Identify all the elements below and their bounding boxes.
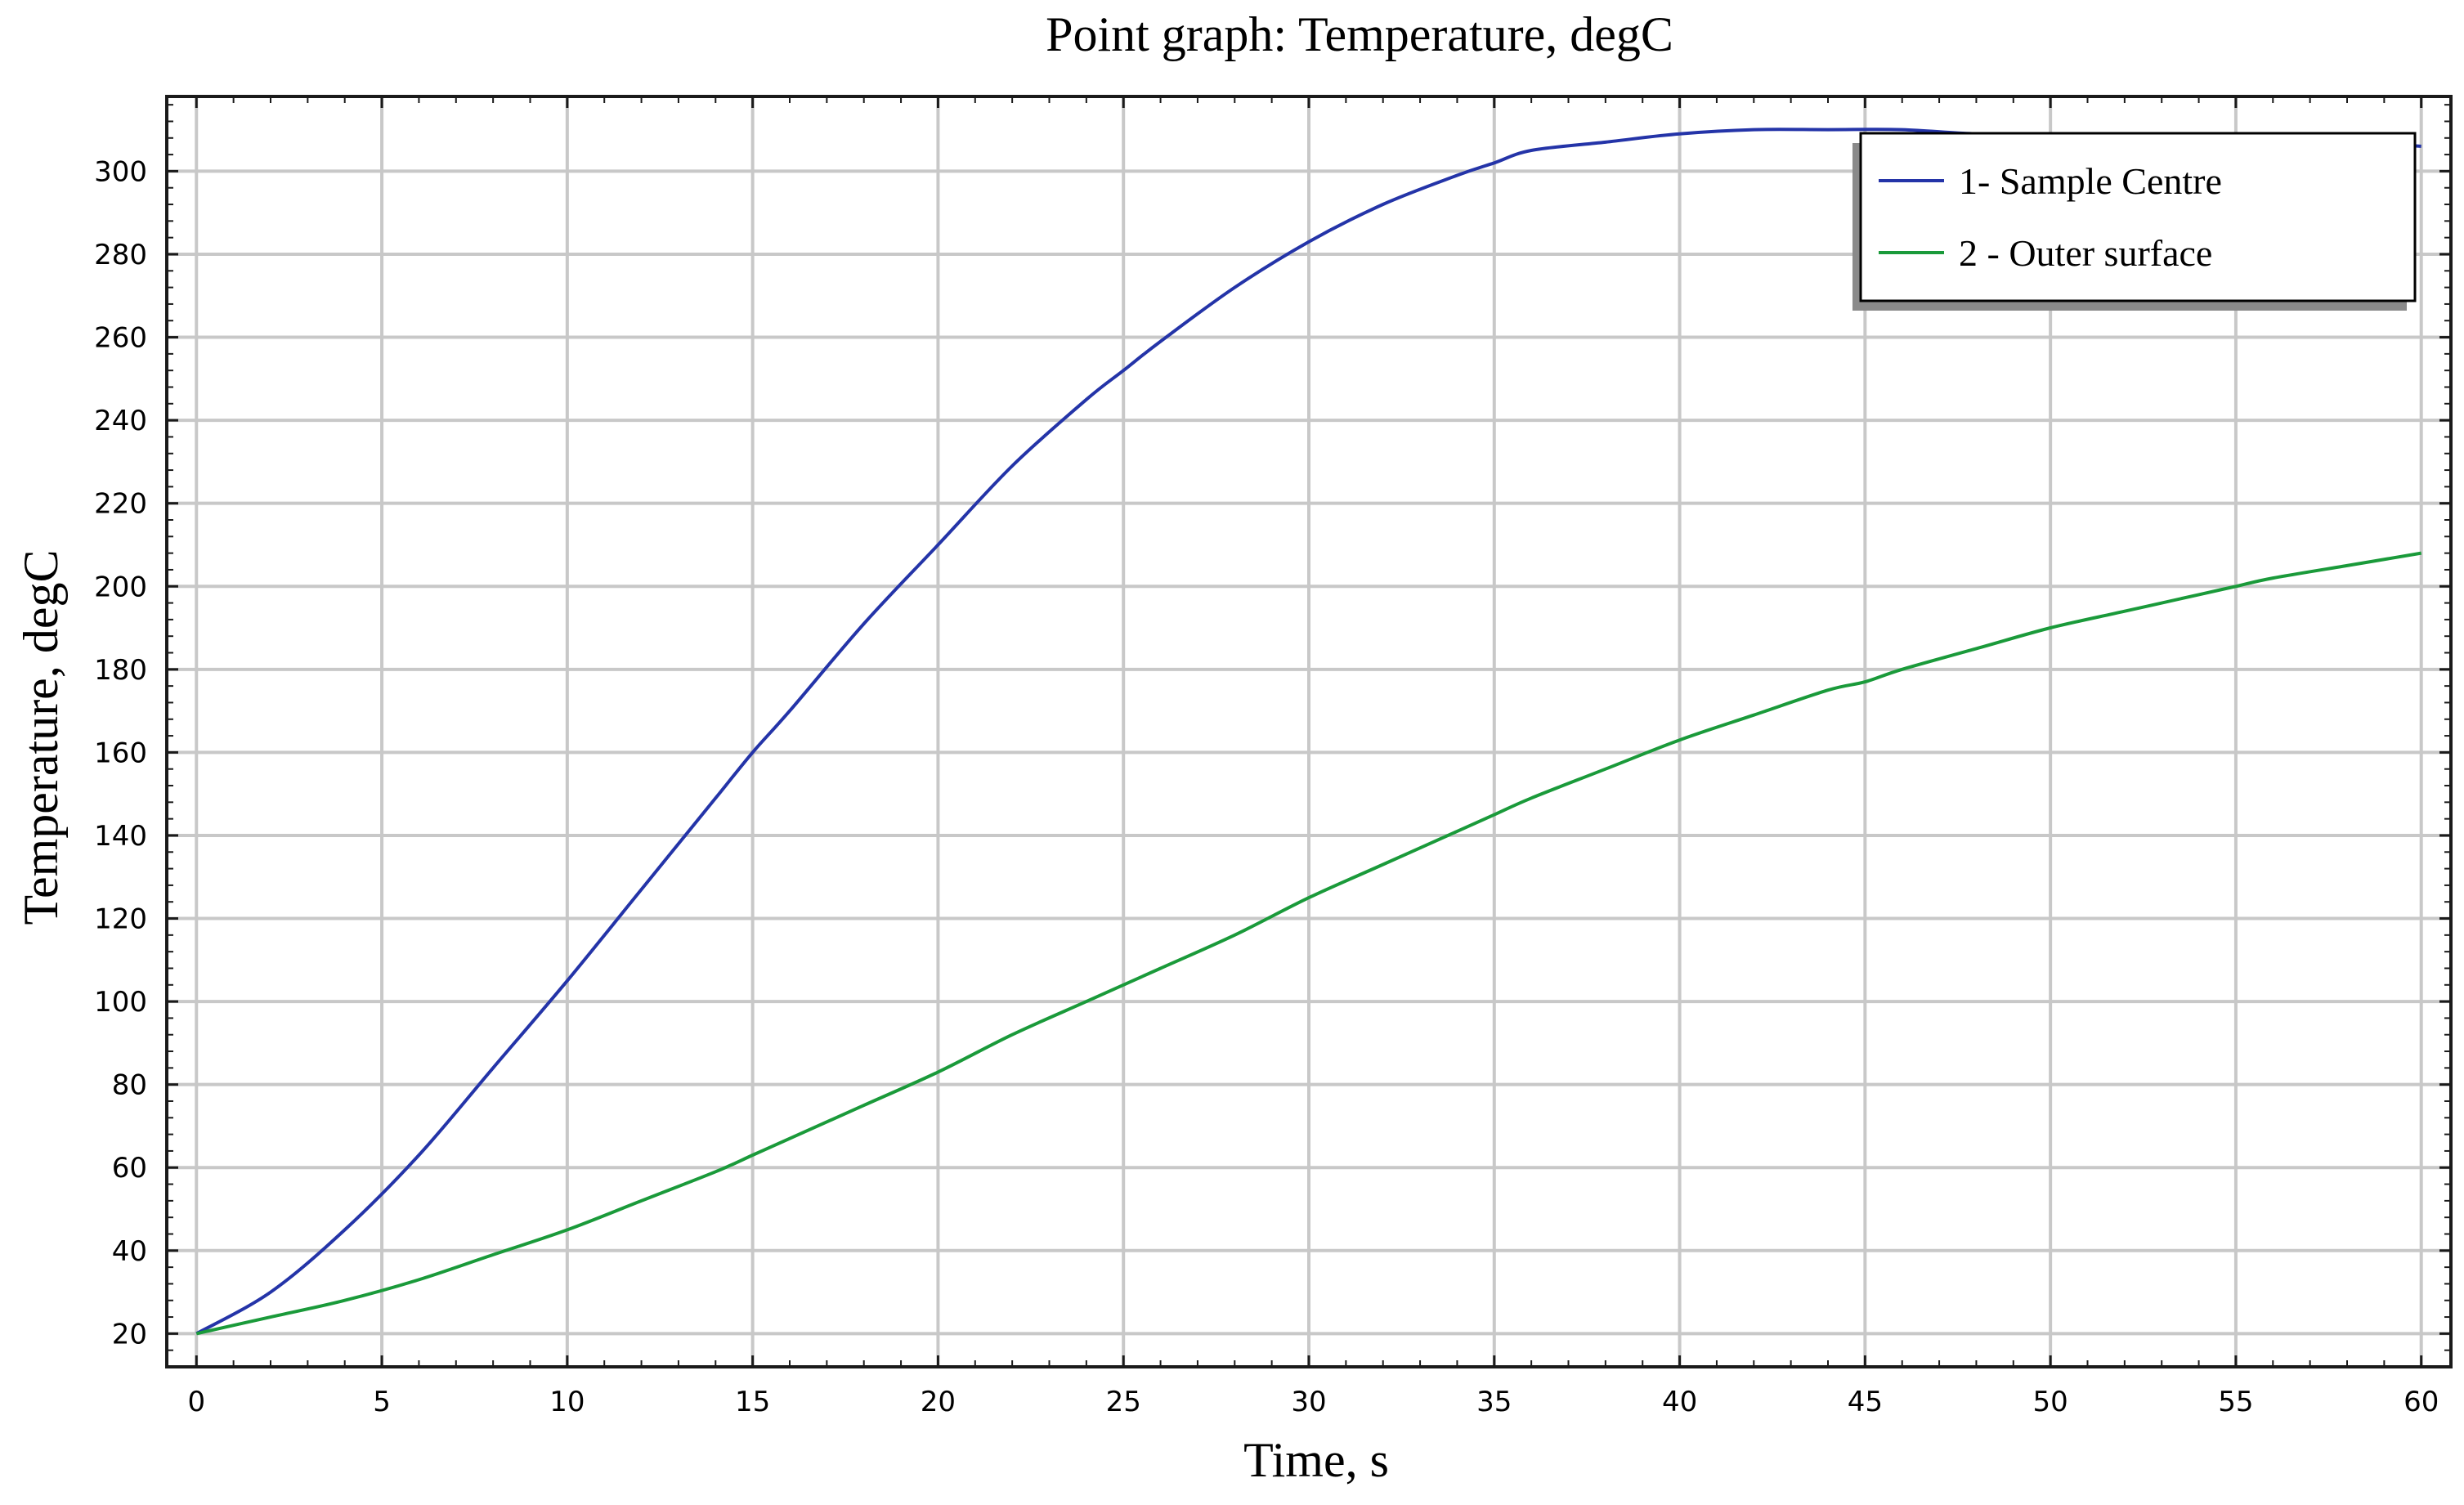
- y-axis-label: Temperature, degC: [14, 550, 68, 925]
- x-tick-label: 0: [187, 1386, 205, 1418]
- axis-ticks: 0 5 10 15 20 25 30 35 40 45 50 55 60 20 40 60 80 100 120 14…: [94, 96, 2451, 1418]
- legend-box: [1859, 132, 2417, 302]
- legend-label-2: 2 - Outer surface: [1959, 232, 2212, 274]
- y-tick-label: 160: [94, 737, 147, 769]
- x-tick-label: 25: [1106, 1386, 1141, 1418]
- y-tick-label: 20: [112, 1318, 147, 1350]
- legend-label-1: 1- Sample Centre: [1959, 160, 2222, 202]
- y-tick-label: 40: [112, 1235, 147, 1268]
- y-tick-label: 80: [112, 1069, 147, 1102]
- y-tick-label: 240: [94, 405, 147, 437]
- y-tick-label: 60: [112, 1152, 147, 1185]
- x-tick-label: 35: [1476, 1386, 1512, 1418]
- x-tick-label: 55: [2218, 1386, 2253, 1418]
- series-line-2: [195, 551, 2422, 1336]
- x-tick-label: 30: [1291, 1386, 1326, 1418]
- x-tick-label: 5: [373, 1386, 391, 1418]
- x-tick-label: 40: [1662, 1386, 1697, 1418]
- y-tick-label: 280: [94, 239, 147, 271]
- x-tick-label: 20: [921, 1386, 956, 1418]
- y-tick-label: 100: [94, 986, 147, 1019]
- y-tick-label: 300: [94, 155, 147, 188]
- x-tick-label: 50: [2033, 1386, 2068, 1418]
- x-tick-label: 15: [735, 1386, 770, 1418]
- x-axis-label: Time, s: [1243, 1433, 1389, 1487]
- y-tick-label: 200: [94, 571, 147, 603]
- x-tick-label: 60: [2404, 1386, 2439, 1418]
- chart-title: Point graph: Temperature, degC: [1046, 7, 1673, 61]
- y-tick-label: 220: [94, 488, 147, 521]
- y-tick-label: 180: [94, 654, 147, 687]
- x-tick-label: 10: [549, 1386, 585, 1418]
- legend: 1- Sample Centre 2 - Outer surface: [1852, 132, 2417, 311]
- y-tick-label: 260: [94, 322, 147, 355]
- x-tick-label: 45: [1848, 1386, 1883, 1418]
- y-tick-label: 120: [94, 903, 147, 936]
- y-tick-label: 140: [94, 820, 147, 853]
